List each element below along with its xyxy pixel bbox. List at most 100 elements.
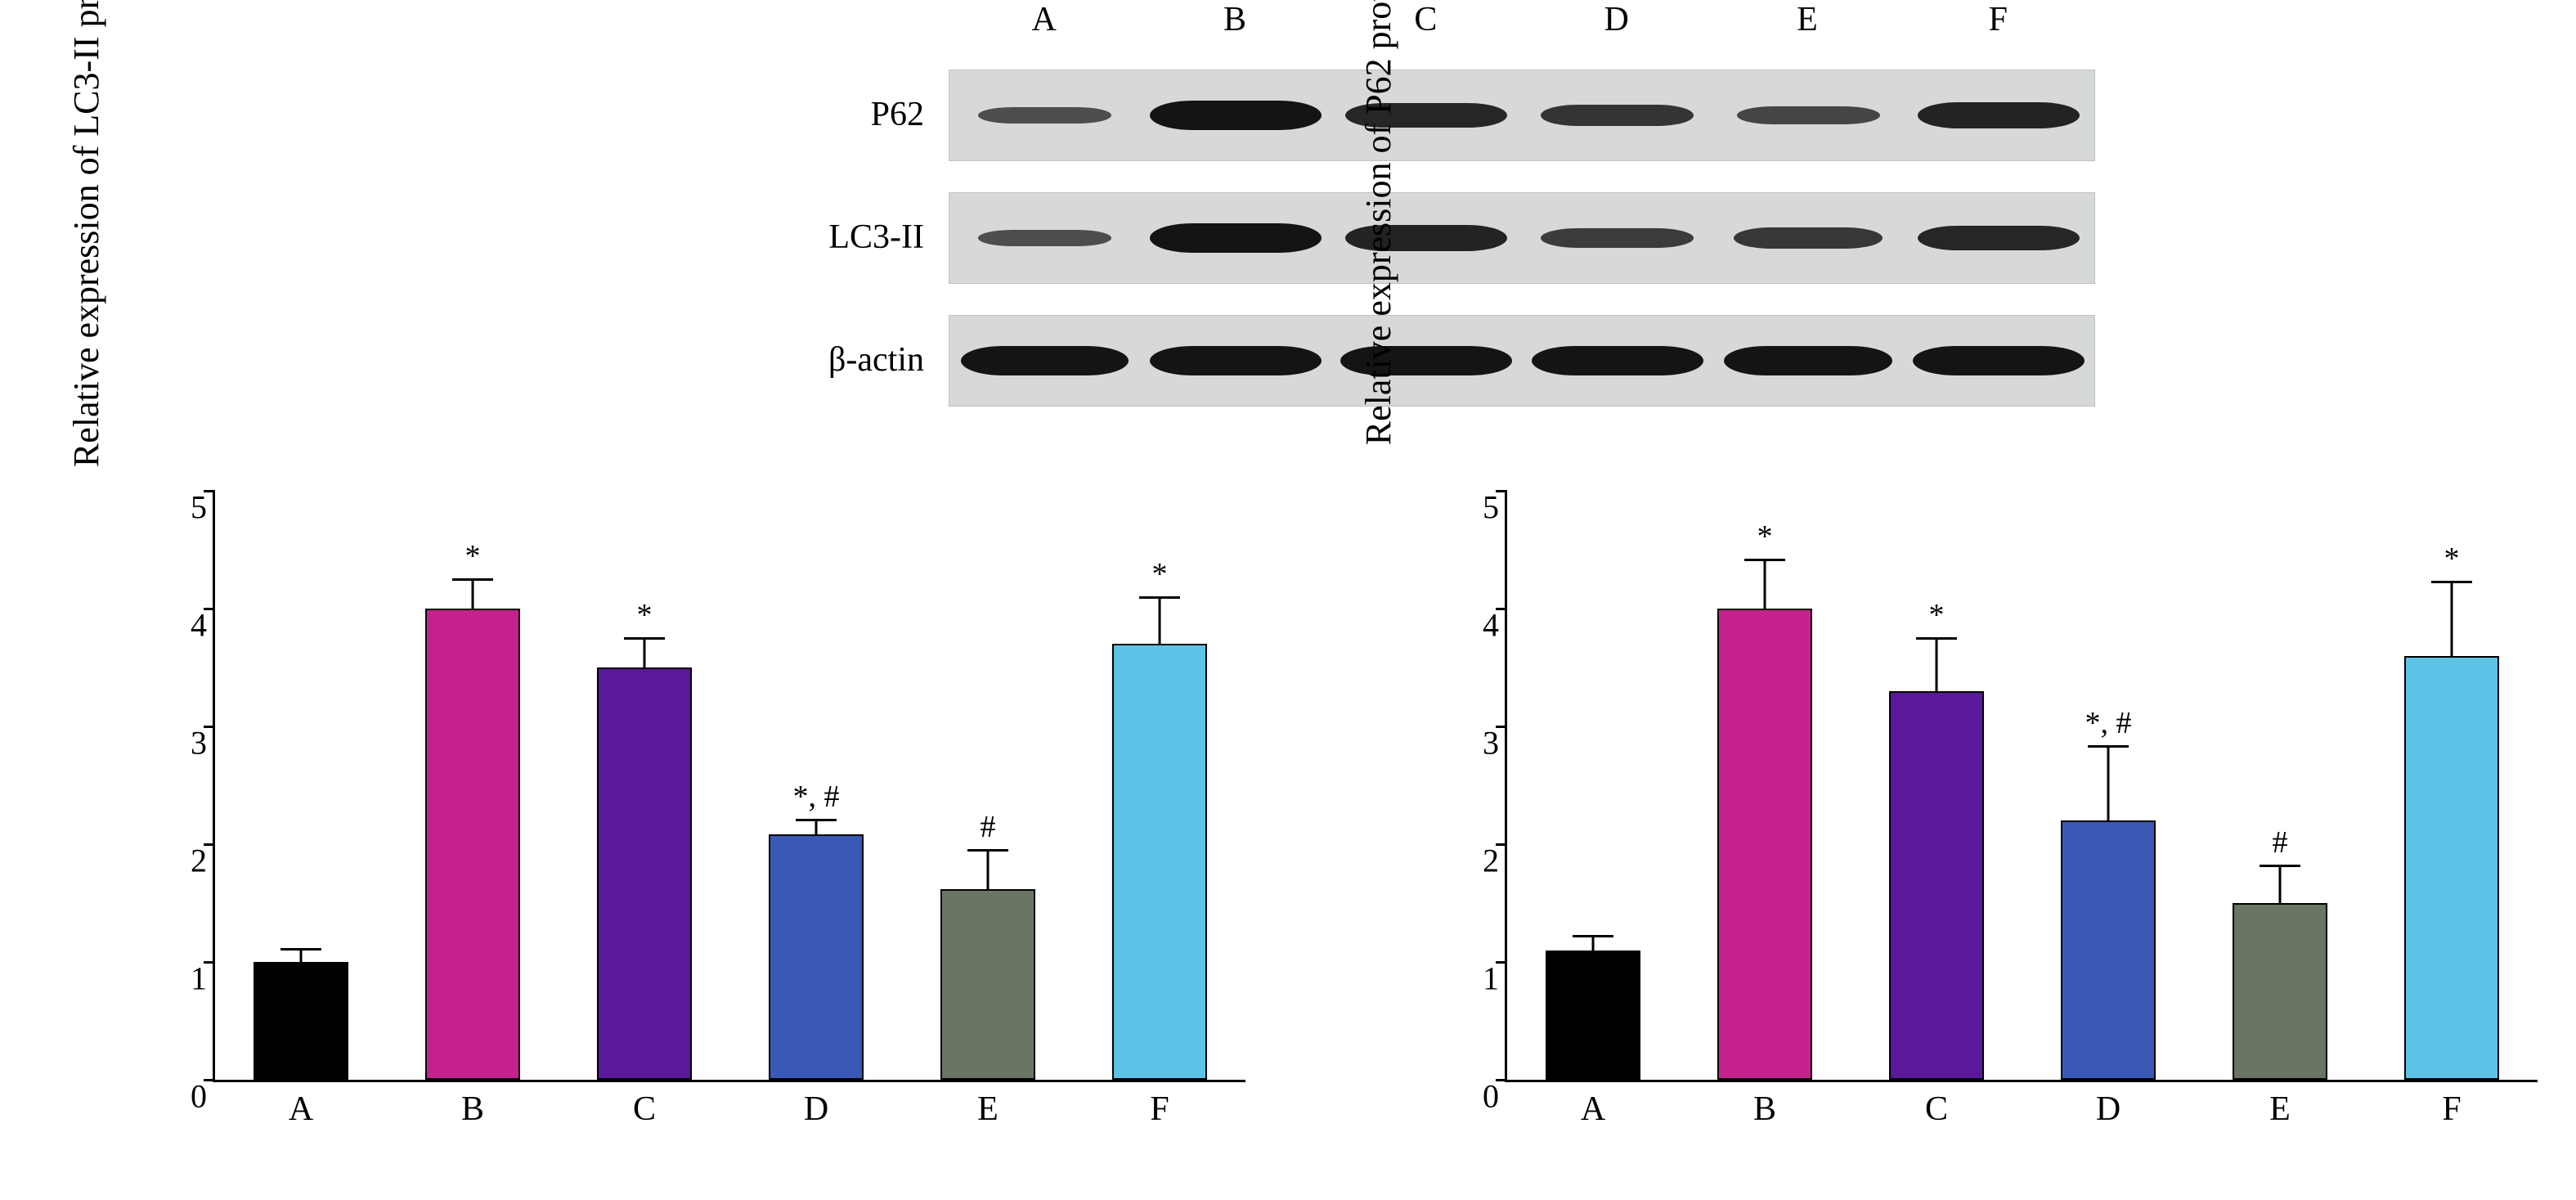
error-bar-cap bbox=[1573, 935, 1613, 937]
error-bar bbox=[2107, 746, 2110, 820]
bar bbox=[2404, 656, 2499, 1080]
significance-label: *, # bbox=[2085, 705, 2132, 741]
lane-header: F bbox=[1903, 0, 2094, 49]
error-bar-cap bbox=[2088, 745, 2129, 748]
blot-band bbox=[1913, 346, 2085, 375]
significance-label: *, # bbox=[793, 779, 840, 815]
error-bar-cap bbox=[1744, 559, 1785, 561]
bar bbox=[940, 889, 1035, 1080]
bar bbox=[254, 962, 348, 1080]
blot-row-label: P62 bbox=[572, 95, 924, 134]
x-tick-label: C bbox=[1867, 1090, 2006, 1129]
chart-p62: Relative expression of P62 protein 01234… bbox=[1341, 458, 2568, 1178]
significance-label: # bbox=[2273, 825, 2288, 861]
significance-label: * bbox=[465, 538, 481, 574]
error-bar-cap bbox=[967, 849, 1008, 852]
error-bar bbox=[2451, 582, 2453, 656]
blot-band bbox=[961, 346, 1129, 375]
y-tick-label: 3 bbox=[150, 724, 207, 762]
figure-root: A B C D E F P62 LC3-II β-actin Relative ex… bbox=[0, 0, 2576, 1200]
x-tick-label: F bbox=[1090, 1090, 1229, 1129]
error-bar-cap bbox=[624, 637, 665, 640]
blot-band bbox=[1541, 228, 1694, 248]
error-bar bbox=[472, 579, 474, 609]
error-bar-cap bbox=[452, 578, 493, 581]
x-tick-label: B bbox=[1695, 1090, 1834, 1129]
y-tick-mark bbox=[1496, 1079, 1507, 1081]
y-tick-mark bbox=[1496, 490, 1507, 492]
blot-row: β-actin bbox=[572, 303, 2126, 417]
error-bar bbox=[1592, 936, 1595, 950]
blot-row: P62 bbox=[572, 57, 2126, 172]
y-tick-label: 2 bbox=[150, 842, 207, 880]
lane-header: E bbox=[1712, 0, 1902, 49]
y-tick-label: 4 bbox=[1442, 606, 1499, 645]
bar bbox=[425, 609, 520, 1080]
y-tick-label: 5 bbox=[1442, 488, 1499, 527]
bar bbox=[597, 667, 692, 1080]
blot-band bbox=[1150, 101, 1322, 130]
y-axis-title: Relative expression of P62 protein bbox=[1358, 0, 1407, 507]
x-tick-label: A bbox=[1524, 1090, 1663, 1129]
blot-row: LC3-II bbox=[572, 180, 2126, 294]
plot-area: 012345AB*C*D*, #E#F* bbox=[213, 491, 1245, 1082]
x-tick-label: D bbox=[2039, 1090, 2178, 1129]
y-tick-mark bbox=[1496, 726, 1507, 728]
y-tick-mark bbox=[1496, 843, 1507, 846]
lane-header: B bbox=[1139, 0, 1330, 49]
blot-band bbox=[1918, 102, 2080, 128]
error-bar-cap bbox=[1916, 637, 1957, 640]
lane-header-row: A B C D E F bbox=[949, 0, 2094, 49]
x-tick-label: C bbox=[575, 1090, 714, 1129]
bar bbox=[1112, 644, 1207, 1080]
x-tick-label: E bbox=[2210, 1090, 2349, 1129]
y-tick-label: 2 bbox=[1442, 842, 1499, 880]
y-tick-mark bbox=[204, 726, 215, 728]
blot-strip bbox=[949, 315, 2095, 407]
blot-band bbox=[1918, 226, 2080, 251]
x-tick-label: A bbox=[231, 1090, 370, 1129]
blot-band bbox=[1737, 106, 1880, 124]
y-tick-label: 1 bbox=[1442, 960, 1499, 998]
blot-band bbox=[1541, 105, 1694, 127]
blot-band bbox=[1150, 346, 1322, 375]
y-tick-mark bbox=[204, 961, 215, 964]
y-tick-mark bbox=[1496, 961, 1507, 964]
significance-label: * bbox=[2444, 541, 2460, 577]
y-tick-label: 4 bbox=[150, 606, 207, 645]
significance-label: # bbox=[981, 809, 996, 845]
bar bbox=[1546, 951, 1640, 1080]
y-tick-label: 5 bbox=[150, 488, 207, 527]
blot-band bbox=[1734, 227, 1883, 249]
blot-band bbox=[1532, 346, 1703, 375]
error-bar bbox=[1936, 638, 1938, 691]
x-tick-label: B bbox=[403, 1090, 542, 1129]
x-tick-label: E bbox=[918, 1090, 1057, 1129]
error-bar bbox=[2279, 865, 2282, 903]
y-tick-mark bbox=[1496, 608, 1507, 610]
bar bbox=[2233, 903, 2327, 1080]
blot-row-label: LC3-II bbox=[572, 218, 924, 257]
significance-label: * bbox=[1929, 597, 1945, 633]
blot-band bbox=[1150, 223, 1322, 253]
blot-band bbox=[978, 107, 1111, 123]
bar bbox=[769, 834, 864, 1080]
error-bar bbox=[987, 850, 990, 889]
lane-header: D bbox=[1521, 0, 1712, 49]
y-tick-label: 3 bbox=[1442, 724, 1499, 762]
significance-label: * bbox=[1757, 519, 1773, 555]
western-blot-panel: A B C D E F P62 LC3-II β-actin bbox=[572, 0, 2126, 425]
bar bbox=[1889, 691, 1984, 1080]
significance-label: * bbox=[637, 597, 653, 633]
plot-area: 012345AB*C*D*, #E#F* bbox=[1505, 491, 2538, 1082]
significance-label: * bbox=[1152, 556, 1168, 592]
error-bar-cap bbox=[2431, 581, 2472, 583]
bar bbox=[2061, 820, 2156, 1080]
blot-strip bbox=[949, 70, 2095, 161]
y-tick-mark bbox=[204, 490, 215, 492]
lane-header: A bbox=[949, 0, 1139, 49]
bar bbox=[1717, 609, 1812, 1080]
y-tick-mark bbox=[204, 843, 215, 846]
y-tick-label: 0 bbox=[150, 1077, 207, 1116]
y-tick-label: 1 bbox=[150, 960, 207, 998]
